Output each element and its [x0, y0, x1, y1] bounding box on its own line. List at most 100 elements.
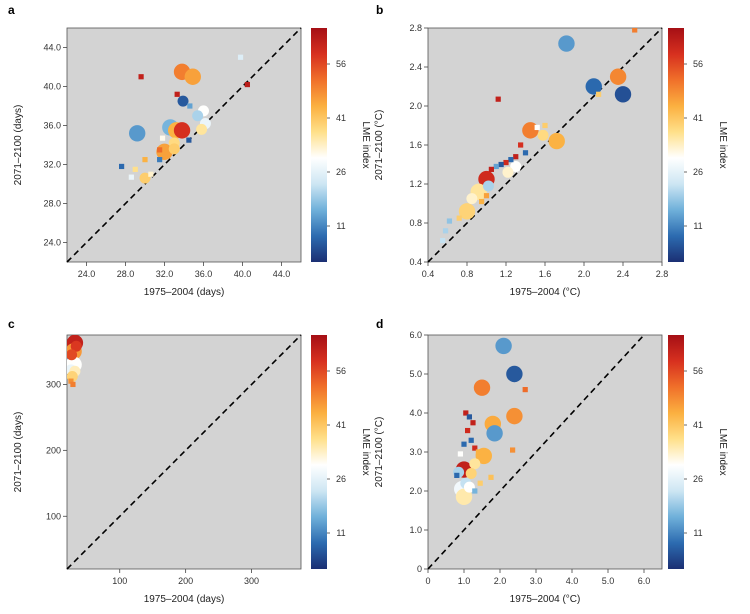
y-axis-label: 2071–2100 (°C): [374, 417, 385, 488]
data-point: [68, 378, 74, 384]
panel-label: d: [376, 317, 383, 331]
data-point: [139, 172, 151, 184]
x-tick-label: 5.0: [602, 576, 615, 586]
y-tick-label: 44.0: [43, 43, 61, 53]
data-point: [159, 135, 166, 141]
y-tick-label: 32.0: [43, 160, 61, 170]
y-tick-label: 36.0: [43, 121, 61, 131]
panels: a 24.0 28.0 32.0 36.0 40.0 44.0 24.0 28.0 32.0 36.…: [8, 3, 728, 605]
y-tick-label: 5.0: [409, 369, 422, 379]
colorbar-tick-label: 56: [693, 59, 703, 69]
x-axis-label: 1975–2004 (°C): [510, 594, 581, 605]
data-point: [522, 387, 528, 393]
y-tick-label: 4.0: [409, 408, 422, 418]
x-tick-label: 100: [112, 576, 127, 586]
data-point: [503, 159, 509, 166]
colorbar: [668, 28, 684, 262]
y-tick-label: 40.0: [43, 82, 61, 92]
x-tick-label: 32.0: [156, 269, 174, 279]
data-point: [173, 122, 191, 139]
data-point: [463, 481, 475, 493]
data-point: [456, 215, 462, 221]
data-point: [506, 407, 523, 425]
colorbar-label: LME index: [717, 121, 728, 168]
y-tick-label: 2.8: [409, 23, 422, 33]
colorbar: [311, 335, 327, 569]
x-axis-label: 1975–2004 (days): [144, 594, 225, 605]
colorbar-tick-label: 26: [693, 474, 703, 484]
data-points: [67, 335, 84, 388]
data-point: [128, 174, 134, 180]
data-point: [614, 86, 632, 103]
colorbar-tick-label: 56: [336, 59, 346, 69]
y-tick-label: 100: [46, 511, 61, 521]
y-axis-label: 2071–2100 (days): [13, 412, 24, 493]
data-point: [488, 474, 494, 480]
data-point: [498, 161, 504, 168]
data-point: [174, 91, 180, 97]
data-point: [186, 137, 192, 143]
x-tick-label: 44.0: [273, 269, 291, 279]
data-point: [469, 458, 481, 470]
data-point: [510, 447, 516, 453]
y-tick-label: 0: [417, 564, 422, 574]
one-to-one-line: [66, 334, 302, 570]
data-point: [168, 143, 180, 155]
colorbar-tick-label: 41: [336, 113, 346, 123]
data-point: [192, 110, 204, 122]
y-tick-label: 2.0: [409, 486, 422, 496]
y-tick-label: 1.2: [409, 179, 422, 189]
y-tick-label: 6.0: [409, 330, 422, 340]
colorbar-tick-label: 41: [693, 420, 703, 430]
x-tick-label: 200: [178, 576, 193, 586]
one-to-one-line: [427, 27, 663, 263]
data-point: [142, 157, 148, 163]
x-tick-label: 2.0: [578, 269, 591, 279]
data-point: [472, 445, 478, 451]
data-point: [148, 171, 154, 177]
data-point: [129, 125, 146, 142]
colorbar-tick-label: 41: [336, 420, 346, 430]
data-point: [522, 150, 529, 156]
data-point: [458, 203, 476, 220]
panel-label: b: [376, 3, 383, 17]
data-point: [472, 488, 478, 494]
data-point: [518, 142, 524, 148]
data-point: [558, 35, 575, 52]
x-tick-label: 6.0: [638, 576, 651, 586]
x-tick-label: 28.0: [117, 269, 135, 279]
y-tick-label: 2.4: [409, 62, 422, 72]
data-point: [493, 163, 499, 170]
data-point: [548, 132, 565, 150]
data-point: [196, 123, 208, 135]
panel-label: a: [8, 3, 15, 17]
x-tick-label: 1.0: [458, 576, 471, 586]
data-point: [475, 449, 481, 455]
panel-label: c: [8, 317, 15, 331]
colorbar-tick-label: 56: [693, 366, 703, 376]
data-point: [585, 78, 602, 95]
one-to-one-line: [66, 27, 302, 263]
colorbar-label: LME index: [360, 121, 371, 168]
colorbar-tick-label: 41: [693, 113, 703, 123]
data-points: [453, 337, 528, 506]
x-tick-label: 36.0: [195, 269, 213, 279]
y-tick-label: 1.0: [409, 525, 422, 535]
colorbar-tick-label: 11: [693, 221, 702, 231]
data-point: [482, 180, 494, 192]
y-tick-label: 0.8: [409, 218, 422, 228]
data-point: [495, 337, 512, 355]
data-point: [534, 124, 540, 131]
data-point: [446, 218, 453, 224]
x-tick-label: 2.4: [617, 269, 630, 279]
data-point: [508, 157, 514, 163]
data-point: [502, 166, 514, 178]
data-point: [510, 160, 522, 172]
colorbar-tick-label: 11: [693, 528, 702, 538]
y-axis-label: 2071–2100 (days): [13, 105, 24, 186]
data-point: [461, 441, 467, 447]
colorbar: [311, 28, 327, 262]
colorbar-label: LME index: [717, 428, 728, 475]
x-tick-label: 2.0: [494, 576, 507, 586]
